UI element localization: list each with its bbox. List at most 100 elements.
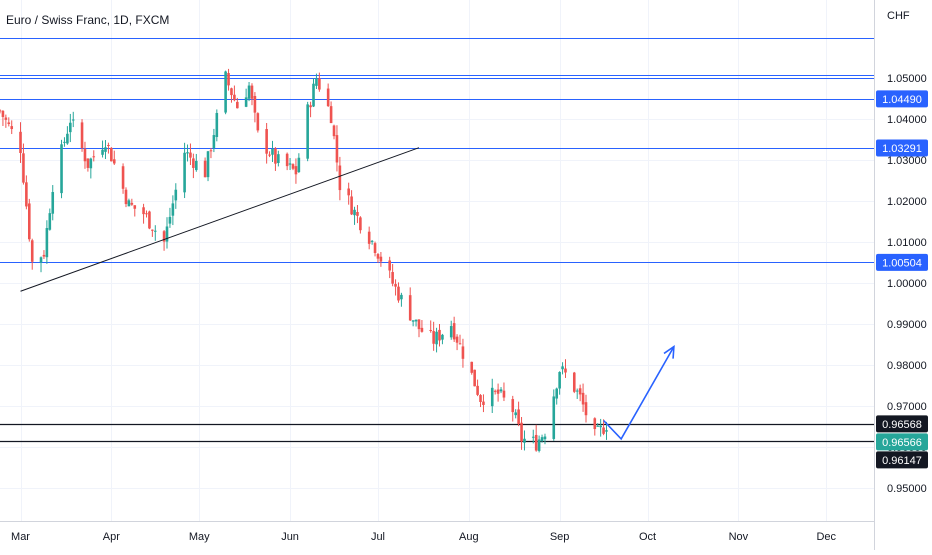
candle-down[interactable] [145,210,148,218]
candle-down[interactable] [250,83,254,106]
candle-up[interactable] [499,387,503,394]
candle-up[interactable] [288,158,292,171]
candle-down[interactable] [124,187,128,208]
candle-down[interactable] [162,229,166,251]
candle-down[interactable] [142,203,145,224]
candle-down[interactable] [86,158,90,172]
horizontal-levels[interactable] [0,37,874,443]
candle-down[interactable] [112,150,116,165]
candle-up[interactable] [441,333,444,345]
candle-down[interactable] [602,419,605,436]
price-axis[interactable]: 1.05000 1.04000 1.03000 1.02000 1.01000 1.000… [887,73,927,495]
candle-up[interactable] [206,150,210,182]
candle-down[interactable] [461,338,465,368]
candle-down[interactable] [534,424,538,452]
candle-down[interactable] [256,112,260,133]
candle-down[interactable] [420,320,424,333]
candle-up[interactable] [63,137,66,147]
candle-down[interactable] [572,371,576,394]
candle-down[interactable] [107,142,110,154]
candle-down[interactable] [1,110,5,126]
candle-down[interactable] [350,190,353,216]
candle-down[interactable] [493,389,497,395]
candle-down[interactable] [584,394,588,423]
projection-arrow[interactable] [603,346,675,441]
candle-up[interactable] [60,139,63,199]
candle-down[interactable] [0,109,2,114]
candle-up[interactable] [247,82,251,102]
candle-down[interactable] [130,198,134,206]
candle-up[interactable] [224,70,227,115]
candle-up[interactable] [599,418,602,437]
candle-down[interactable] [376,253,380,263]
candle-down[interactable] [347,182,350,205]
candle-down[interactable] [452,316,456,342]
candle-down[interactable] [593,417,597,436]
candle-up[interactable] [174,183,178,209]
candle-down[interactable] [391,264,394,287]
candle-down[interactable] [581,383,585,412]
candle-up[interactable] [89,157,93,179]
candle-down[interactable] [30,238,34,270]
candle-up[interactable] [490,378,494,414]
candle-up[interactable] [353,206,356,225]
candle-up[interactable] [370,239,374,245]
candle-up[interactable] [183,142,186,199]
candle-down[interactable] [326,83,330,108]
candle-up[interactable] [244,88,248,108]
candle-down[interactable] [520,417,523,450]
candle-down[interactable] [83,141,87,169]
candle-down[interactable] [285,152,289,171]
candle-up[interactable] [552,389,556,441]
candle-down[interactable] [265,123,268,164]
candle-up[interactable] [435,327,438,353]
candle-down[interactable] [432,321,435,351]
candle-up[interactable] [605,421,608,440]
candle-up[interactable] [215,109,219,142]
candle-down[interactable] [233,85,236,102]
candle-down[interactable] [209,147,213,159]
candle-down[interactable] [429,320,433,333]
candle-up[interactable] [400,292,403,307]
candle-up[interactable] [411,320,415,327]
candle-down[interactable] [121,163,125,194]
candle-down[interactable] [192,153,195,179]
candle-up[interactable] [165,217,169,249]
candle-down[interactable] [417,319,421,338]
candle-down[interactable] [397,282,400,303]
candle-up[interactable] [537,435,541,453]
candle-down[interactable] [230,87,233,103]
candle-up[interactable] [531,429,535,444]
candle-up[interactable] [153,225,157,241]
candle-up[interactable] [315,73,318,90]
candle-up[interactable] [101,140,104,158]
candle-down[interactable] [92,150,96,162]
candle-down[interactable] [294,158,298,184]
candle-up[interactable] [561,362,564,375]
candle-down[interactable] [578,384,582,402]
candle-down[interactable] [7,117,11,127]
candle-up[interactable] [306,101,309,162]
candle-down[interactable] [517,401,520,427]
candle-up[interactable] [575,388,579,399]
candle-up[interactable] [48,208,52,231]
candle-down[interactable] [236,97,239,109]
candle-up[interactable] [45,220,49,264]
candle-down[interactable] [373,241,377,257]
candle-up[interactable] [71,111,75,128]
candle-down[interactable] [22,143,25,185]
candle-down[interactable] [133,205,137,217]
candle-up[interactable] [312,78,315,108]
candle-up[interactable] [168,207,172,228]
candle-down[interactable] [274,147,277,171]
candle-down[interactable] [4,114,8,128]
candle-down[interactable] [335,125,339,172]
candle-down[interactable] [309,101,312,118]
candle-up[interactable] [297,153,301,173]
candle-down[interactable] [408,287,412,322]
candle-down[interactable] [367,226,371,250]
candle-down[interactable] [291,163,295,171]
candle-up[interactable] [596,423,600,427]
